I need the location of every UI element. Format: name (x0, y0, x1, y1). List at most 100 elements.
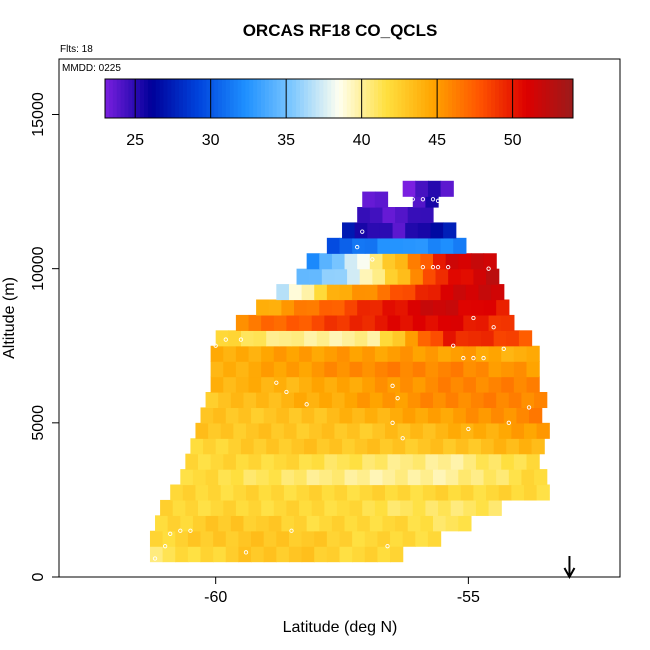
field-cell (501, 314, 515, 331)
field-cell (215, 438, 229, 455)
field-cell (162, 530, 176, 547)
field-cell (167, 515, 181, 532)
field-cell (347, 268, 361, 285)
field-cell (205, 392, 219, 409)
track-point (370, 257, 375, 262)
field-cell (387, 361, 401, 378)
field-cell (433, 392, 447, 409)
field-cell (261, 314, 275, 331)
field-cell (427, 284, 442, 301)
field-cell (425, 314, 439, 331)
field-cell (175, 546, 189, 563)
colorbar-segment (140, 79, 145, 118)
field-cell (465, 284, 480, 301)
field-cell (326, 546, 341, 563)
field-cell (276, 530, 290, 547)
field-cell (200, 407, 214, 424)
field-cell (200, 530, 214, 547)
track-point (162, 544, 168, 549)
field-cell (463, 345, 477, 362)
colorbar-segment (112, 79, 118, 118)
track-point (420, 197, 426, 202)
field-cell (430, 222, 444, 239)
colorbar-segment (498, 79, 504, 118)
field-cell (468, 330, 482, 347)
colorbar-segment (272, 79, 278, 118)
colorbar-segment (233, 79, 239, 118)
field-cell (374, 345, 389, 362)
field-cell (473, 484, 487, 501)
colorbar-tick-label: 30 (202, 132, 220, 149)
field-cell (369, 469, 384, 486)
field-cell (377, 284, 391, 301)
colorbar-segment (136, 79, 141, 118)
field-cell (288, 284, 303, 301)
field-cell (400, 361, 414, 378)
colorbar-segment (393, 79, 398, 118)
field-cell (210, 453, 224, 470)
field-cell (263, 546, 277, 563)
date-label: MMDD: 0225 (62, 63, 121, 74)
field-cell (417, 438, 432, 455)
colorbar-segment (311, 79, 317, 118)
field-cell (379, 438, 394, 455)
field-cell (387, 345, 401, 362)
field-cell (205, 515, 219, 532)
field-cell (329, 330, 343, 347)
field-cell (455, 330, 469, 347)
field-cell (516, 407, 530, 424)
field-cell (314, 530, 328, 547)
track-point (238, 337, 244, 342)
field-cell (526, 376, 540, 393)
field-cell (364, 407, 379, 424)
field-cell (213, 546, 227, 563)
field-cell (435, 268, 449, 285)
field-cell (362, 345, 376, 362)
field-cell (460, 484, 475, 501)
field-cell (392, 222, 406, 239)
field-cell (223, 499, 237, 516)
field-cell (369, 392, 384, 409)
colorbar-segment (194, 79, 200, 118)
track-point (243, 550, 249, 555)
field-cell (296, 268, 310, 285)
track-point (440, 197, 446, 202)
colorbar-segment (339, 79, 344, 118)
colorbar-segment (366, 79, 371, 118)
field-cell (397, 484, 411, 501)
field-cell (405, 222, 419, 239)
field-cell (407, 392, 421, 409)
track-point (289, 528, 294, 533)
field-cell (331, 515, 346, 532)
colorbar-segment (417, 79, 422, 118)
colorbar-segment (124, 79, 129, 118)
field-cell (475, 345, 490, 362)
colorbar-segment (261, 79, 266, 118)
track-point (390, 198, 395, 203)
colorbar-segment (526, 79, 531, 118)
field-cell (195, 422, 209, 439)
field-cell (294, 515, 308, 532)
field-cell (256, 515, 270, 532)
field-cell (253, 438, 267, 455)
track-point (284, 389, 289, 395)
colorbar-segment (553, 79, 558, 118)
field-cell (493, 438, 507, 455)
colorbar-segment (440, 79, 445, 118)
colorbar-segment (514, 79, 519, 118)
field-cell (438, 499, 452, 516)
field-cell (256, 392, 270, 409)
field-cell (299, 314, 313, 331)
field-cell (400, 376, 414, 393)
field-cell (379, 330, 394, 347)
field-cell (291, 330, 305, 347)
colorbar-segment (565, 79, 570, 118)
field-cell (367, 222, 381, 239)
field-cell (326, 530, 341, 547)
field-cell (354, 438, 368, 455)
field-cell (425, 376, 439, 393)
field-cell (523, 422, 538, 439)
field-cell (314, 407, 328, 424)
field-cell (281, 469, 295, 486)
track-point (349, 217, 355, 222)
